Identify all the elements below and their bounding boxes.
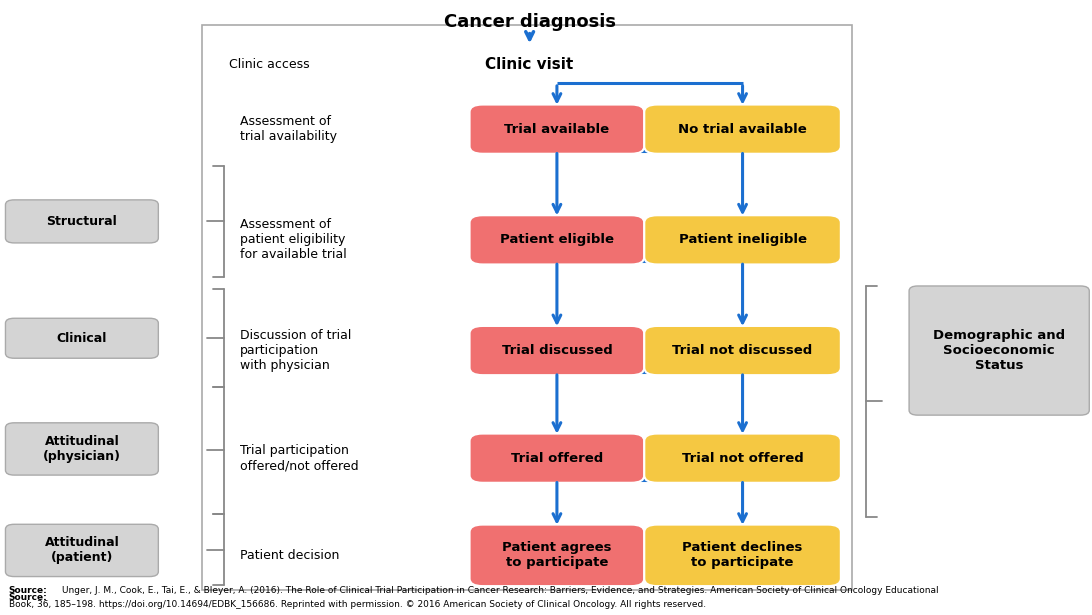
FancyBboxPatch shape <box>5 524 158 577</box>
FancyBboxPatch shape <box>470 326 644 375</box>
FancyBboxPatch shape <box>5 423 158 475</box>
Text: Clinical: Clinical <box>57 331 107 345</box>
Text: Clinic access: Clinic access <box>229 58 310 71</box>
Text: Attitudinal
(patient): Attitudinal (patient) <box>45 536 119 565</box>
Text: Trial available: Trial available <box>505 122 609 136</box>
Text: Patient agrees
to participate: Patient agrees to participate <box>502 541 612 569</box>
Text: Patient declines
to participate: Patient declines to participate <box>682 541 803 569</box>
Text: Trial not discussed: Trial not discussed <box>673 344 812 357</box>
Text: Patient decision: Patient decision <box>240 549 340 562</box>
FancyBboxPatch shape <box>909 286 1089 415</box>
Text: Assessment of
trial availability: Assessment of trial availability <box>240 115 337 143</box>
FancyBboxPatch shape <box>202 25 852 590</box>
Text: Unger, J. M., Cook, E., Tai, E., & Bleyer, A. (2016). The Role of Clinical Trial: Unger, J. M., Cook, E., Tai, E., & Bleye… <box>62 585 939 595</box>
Text: Clinic visit: Clinic visit <box>486 57 573 72</box>
FancyBboxPatch shape <box>644 105 841 154</box>
Text: Assessment of
patient eligibility
for available trial: Assessment of patient eligibility for av… <box>240 218 347 261</box>
FancyBboxPatch shape <box>470 105 644 154</box>
FancyBboxPatch shape <box>644 326 841 375</box>
Text: Trial discussed: Trial discussed <box>501 344 613 357</box>
Text: Discussion of trial
participation
with physician: Discussion of trial participation with p… <box>240 329 352 372</box>
Text: Source:: Source: <box>9 593 47 602</box>
FancyBboxPatch shape <box>470 215 644 264</box>
FancyBboxPatch shape <box>644 434 841 483</box>
Text: Structural: Structural <box>47 215 117 228</box>
FancyBboxPatch shape <box>644 525 841 586</box>
Text: Attitudinal
(physician): Attitudinal (physician) <box>43 435 121 463</box>
Text: No trial available: No trial available <box>678 122 807 136</box>
Text: Trial offered: Trial offered <box>511 451 603 465</box>
Text: Patient ineligible: Patient ineligible <box>678 233 807 247</box>
Text: ​Book​, 36, 185–198. https://doi.org/10.14694/EDBK_156686. Reprinted with permis: ​Book​, 36, 185–198. https://doi.org/10.… <box>9 600 705 609</box>
Text: Cancer diagnosis: Cancer diagnosis <box>443 12 616 31</box>
FancyBboxPatch shape <box>5 200 158 243</box>
Text: Trial participation
offered/not offered: Trial participation offered/not offered <box>240 444 359 472</box>
FancyBboxPatch shape <box>5 319 158 358</box>
Text: Source:: Source: <box>9 585 47 595</box>
Text: Patient eligible: Patient eligible <box>500 233 614 247</box>
Text: Demographic and
Socioeconomic
Status: Demographic and Socioeconomic Status <box>934 329 1065 372</box>
FancyBboxPatch shape <box>644 215 841 264</box>
Text: Trial not offered: Trial not offered <box>681 451 804 465</box>
FancyBboxPatch shape <box>470 525 644 586</box>
FancyBboxPatch shape <box>470 434 644 483</box>
